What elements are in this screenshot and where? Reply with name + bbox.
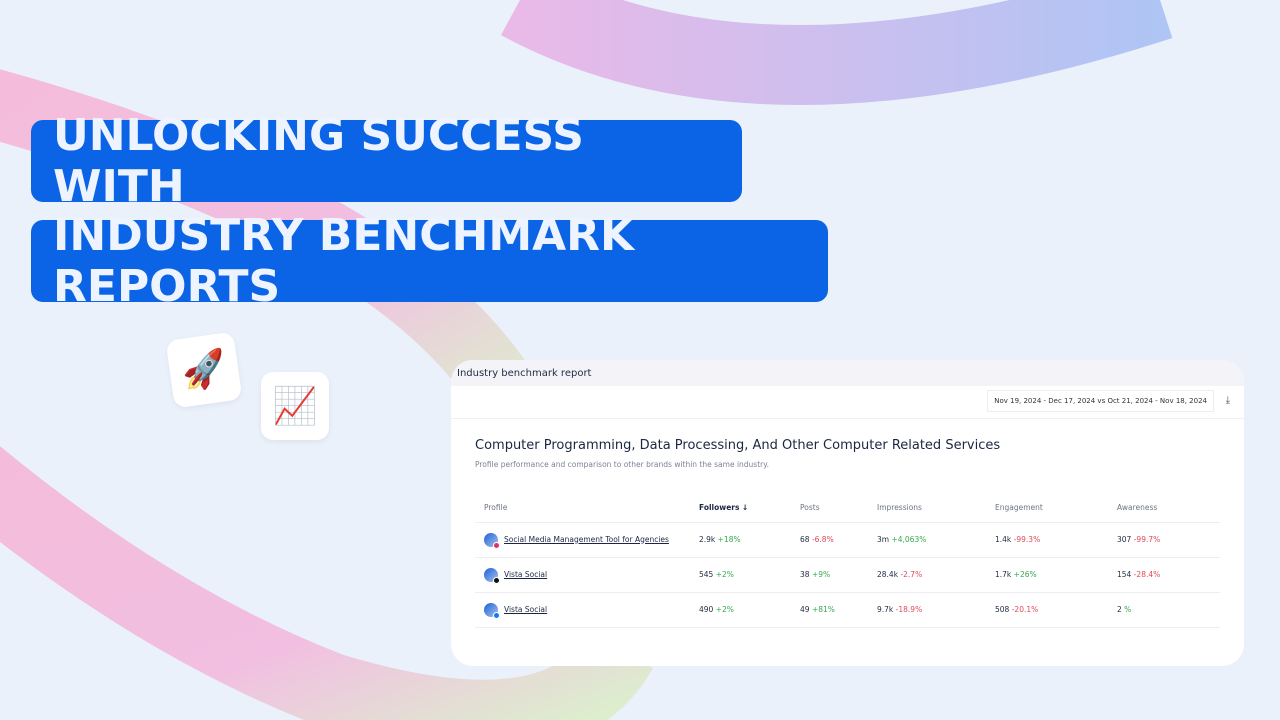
profile-link[interactable]: Vista Social — [504, 569, 548, 579]
metric-value: 154 — [1117, 570, 1132, 579]
metric-value: 307 — [1117, 535, 1132, 544]
profile-link[interactable]: Vista Social — [504, 604, 548, 614]
metric-value: 508 — [995, 605, 1010, 614]
card-title: Industry benchmark report — [451, 360, 1244, 386]
instagram-icon — [493, 541, 500, 549]
metric-change: +2% — [715, 570, 734, 579]
metric-change: +4,063% — [891, 535, 927, 544]
date-range-picker[interactable]: Nov 19, 2024 - Dec 17, 2024 vs Oct 21, 2… — [987, 390, 1214, 412]
metric-value: 2.9k — [699, 535, 716, 544]
profile-avatar — [484, 567, 500, 584]
column-header-0[interactable]: Profile — [475, 494, 690, 523]
metric-value: 38 — [800, 570, 810, 579]
metric-change: +81% — [811, 605, 835, 614]
metric-change: -6.8% — [811, 535, 834, 544]
table-row: Vista Social 545 +2% 38 +9% 28.4k -2.7% 1.7k… — [475, 557, 1220, 593]
facebook-icon — [493, 611, 500, 619]
metric-change: -18.9% — [895, 605, 923, 614]
metric-value: 545 — [699, 570, 714, 579]
metric-value: 3m — [877, 535, 890, 544]
headline-line-1: UNLOCKING SUCCESS WITH — [31, 110, 742, 212]
metric-value: 28.4k — [877, 570, 899, 579]
metric-change: -28.4% — [1133, 570, 1161, 579]
column-header-4[interactable]: Engagement — [986, 494, 1108, 523]
column-header-1[interactable]: Followers ↓ — [690, 494, 791, 523]
metric-value: 68 — [800, 535, 810, 544]
metric-change: +18% — [717, 535, 741, 544]
chart-increasing-icon: 📈 — [261, 372, 329, 440]
metric-change: -20.1% — [1011, 605, 1039, 614]
metric-value: 9.7k — [877, 605, 894, 614]
industry-subheading: Profile performance and comparison to ot… — [475, 460, 769, 469]
benchmark-table: Profile Followers ↓ Posts Impressions Engage… — [475, 494, 1220, 628]
metric-value: 2 — [1117, 605, 1122, 614]
metric-change: +2% — [715, 605, 734, 614]
rocket-icon: 🚀 — [165, 331, 243, 409]
profile-avatar — [484, 532, 500, 549]
column-header-3[interactable]: Impressions — [868, 494, 986, 523]
metric-change: +26% — [1013, 570, 1037, 579]
table-row: Social Media Management Tool for Agencie… — [475, 522, 1220, 558]
metric-change: % — [1124, 605, 1132, 614]
toolbar: Nov 19, 2024 - Dec 17, 2024 vs Oct 21, 2… — [451, 386, 1244, 419]
download-icon[interactable]: ⤓ — [1225, 395, 1230, 406]
table-row: Vista Social 490 +2% 49 +81% 9.7k -18.9% 508… — [475, 592, 1220, 628]
metric-change: +9% — [811, 570, 831, 579]
metric-change: -2.7% — [900, 570, 923, 579]
tiktok-icon — [493, 576, 500, 584]
headline-line-2: INDUSTRY BENCHMARK REPORTS — [31, 210, 828, 312]
profile-link[interactable]: Social Media Management Tool for Agencie… — [504, 534, 669, 544]
column-header-5[interactable]: Awareness — [1108, 494, 1220, 523]
metric-value: 1.7k — [995, 570, 1012, 579]
metric-value: 1.4k — [995, 535, 1012, 544]
industry-heading: Computer Programming, Data Processing, A… — [475, 438, 1001, 453]
metric-change: -99.7% — [1133, 535, 1161, 544]
column-header-2[interactable]: Posts — [791, 494, 868, 523]
metric-value: 49 — [800, 605, 810, 614]
metric-value: 490 — [699, 605, 714, 614]
profile-avatar — [484, 602, 500, 619]
benchmark-report-card: Industry benchmark report Nov 19, 2024 -… — [451, 360, 1244, 666]
metric-change: -99.3% — [1013, 535, 1041, 544]
